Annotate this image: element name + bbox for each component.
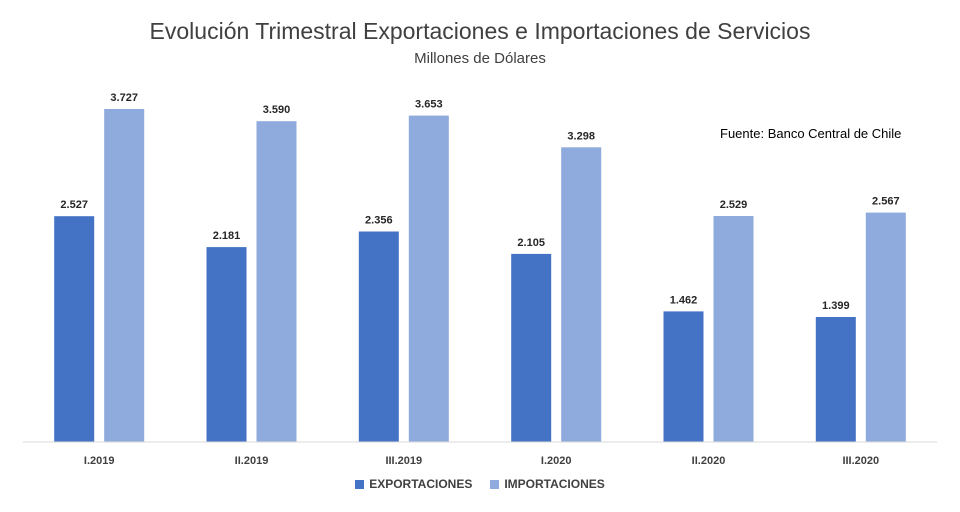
value-labels-group: 2.527 3.727 2.181 3.590 2.356 3.653 2.105 3.298… [60, 92, 899, 312]
data-label-importaciones-i-2019: 3.727 [110, 92, 138, 104]
bar-importaciones-iii-2020 [865, 212, 906, 442]
data-label-exportaciones-i-2019: 2.527 [60, 199, 88, 211]
bar-importaciones-i-2020 [561, 147, 602, 443]
legend-label-importaciones: IMPORTACIONES [504, 477, 605, 491]
data-label-exportaciones-i-2020: 2.105 [517, 237, 545, 249]
data-label-exportaciones-iii-2020: 1.399 [822, 300, 850, 312]
bar-importaciones-iii-2019 [408, 115, 449, 442]
bar-importaciones-ii-2019 [256, 121, 297, 442]
legend-swatch-exportaciones [355, 479, 365, 489]
x-tick-label-ii-2020: II.2020 [692, 455, 726, 467]
data-label-exportaciones-ii-2020: 1.462 [670, 294, 698, 306]
x-tick-label-iii-2020: III.2020 [842, 455, 879, 467]
chart-subtitle: Millones de Dólares [414, 50, 546, 67]
data-label-importaciones-i-2020: 3.298 [567, 130, 595, 142]
bars-group [54, 109, 906, 443]
data-label-exportaciones-iii-2019: 2.356 [365, 215, 393, 227]
x-tick-label-iii-2019: III.2019 [385, 455, 422, 467]
bar-exportaciones-iii-2019 [358, 231, 399, 442]
legend-swatch-importaciones [490, 479, 500, 489]
bar-importaciones-ii-2020 [713, 216, 754, 442]
bar-exportaciones-iii-2020 [815, 317, 856, 442]
x-tick-label-i-2020: I.2020 [541, 455, 572, 467]
x-tick-label-ii-2019: II.2019 [235, 455, 269, 467]
bar-importaciones-i-2019 [104, 109, 145, 442]
data-label-importaciones-ii-2019: 3.590 [263, 104, 291, 116]
bar-exportaciones-i-2020 [511, 253, 552, 442]
source-annotation: Fuente: Banco Central de Chile [720, 126, 902, 141]
legend-item-exportaciones: EXPORTACIONES [355, 477, 472, 491]
chart-title: Evolución Trimestral Exportaciones e Imp… [149, 18, 811, 44]
x-tick-label-i-2019: I.2019 [84, 455, 115, 467]
data-label-exportaciones-ii-2019: 2.181 [213, 230, 241, 242]
bar-exportaciones-ii-2020 [663, 311, 704, 442]
legend-item-importaciones: IMPORTACIONES [490, 477, 605, 491]
data-label-importaciones-iii-2020: 2.567 [872, 196, 900, 208]
data-label-importaciones-ii-2020: 2.529 [720, 199, 748, 211]
data-label-importaciones-iii-2019: 3.653 [415, 99, 443, 111]
bar-exportaciones-ii-2019 [206, 247, 247, 442]
bar-exportaciones-i-2019 [54, 216, 95, 442]
x-tick-labels-group: I.2019 II.2019 III.2019 I.2020 II.2020 III.20… [84, 455, 879, 467]
legend: EXPORTACIONES IMPORTACIONES [0, 477, 960, 491]
legend-label-exportaciones: EXPORTACIONES [369, 477, 473, 491]
